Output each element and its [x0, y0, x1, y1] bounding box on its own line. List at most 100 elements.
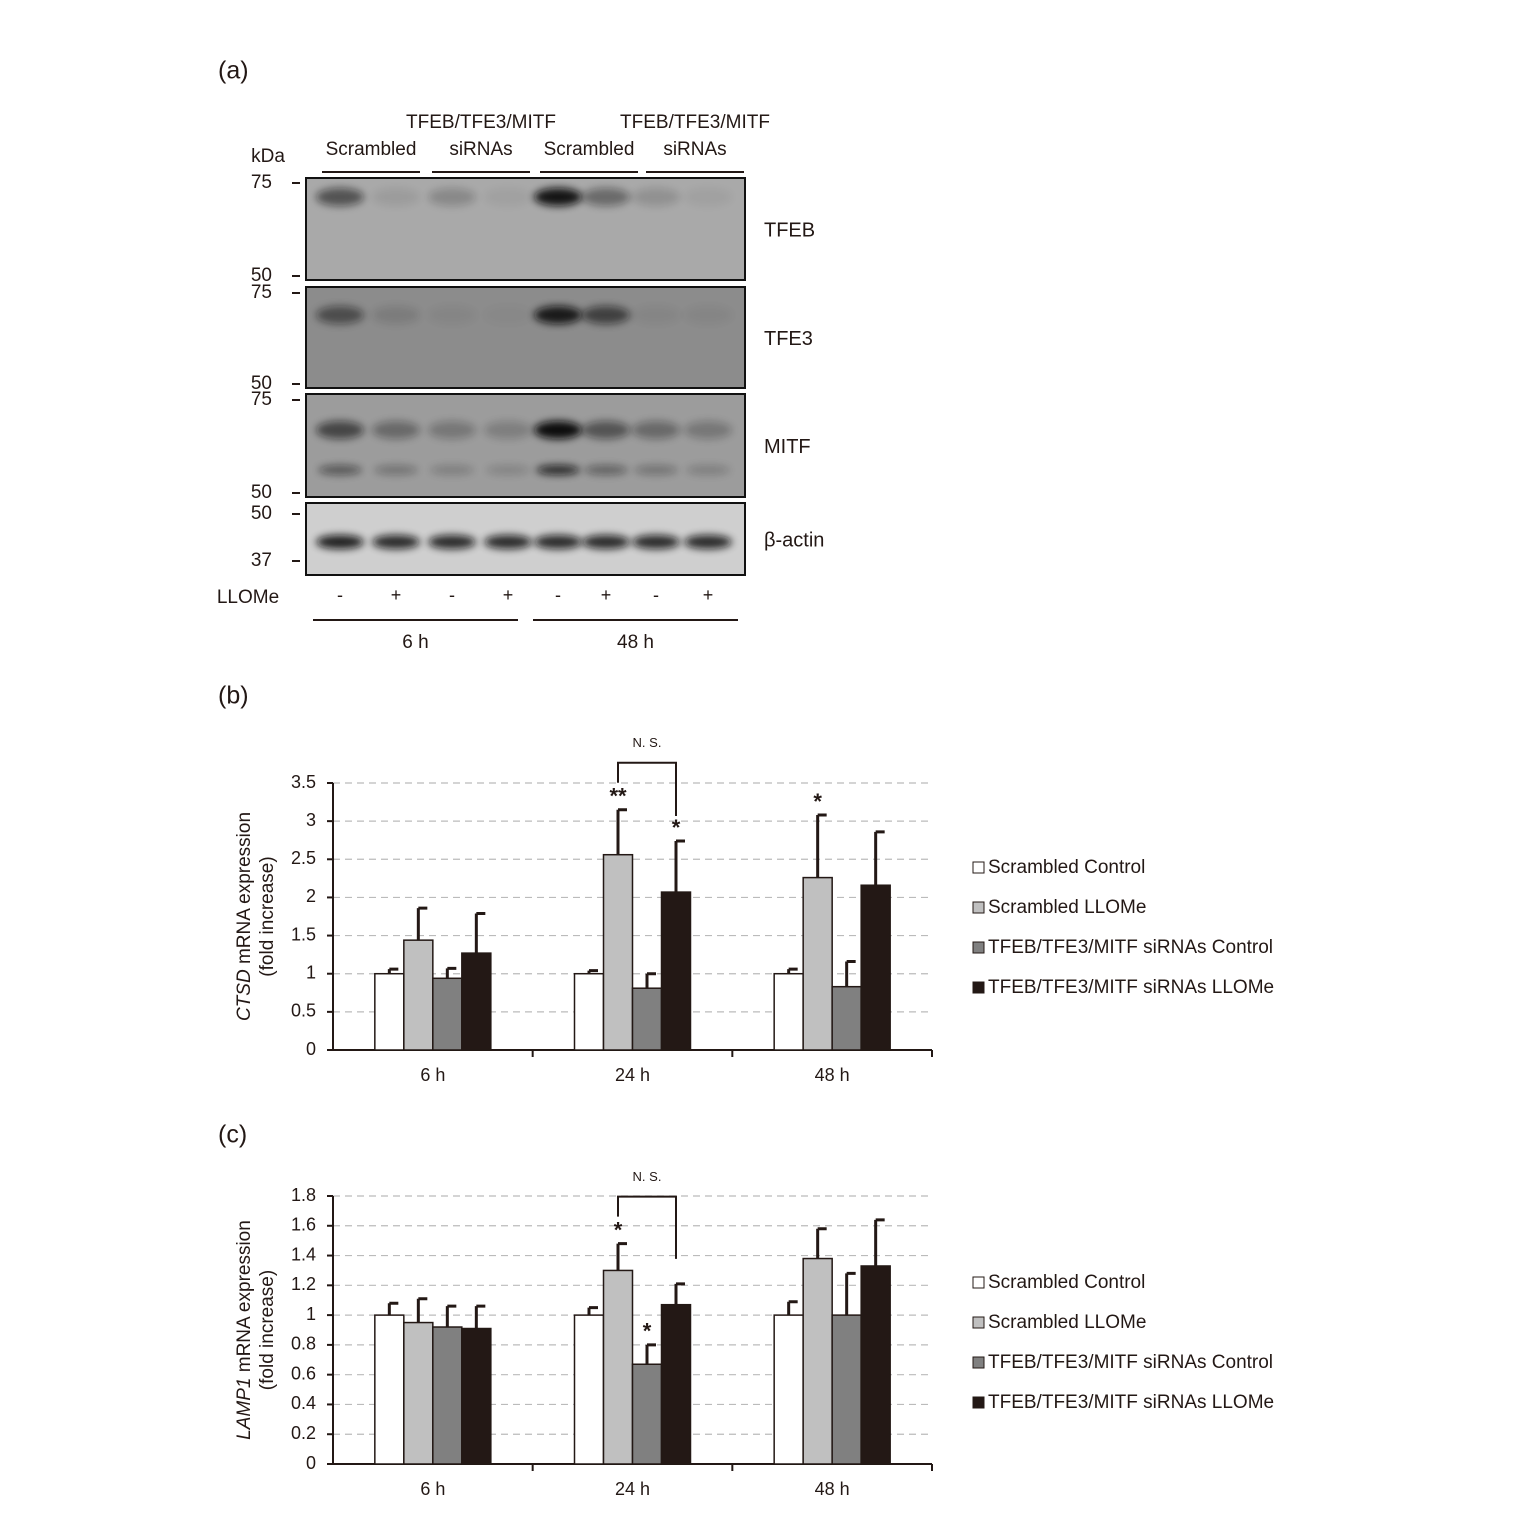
- y-axis-label: (fold increase): [257, 1270, 278, 1390]
- legend-label: Scrambled LLOMe: [988, 1312, 1146, 1333]
- y-axis-label-text: mRNA expression: [234, 1220, 255, 1377]
- blot-membrane: [305, 286, 746, 389]
- y-tick-label: 1.2: [291, 1274, 316, 1294]
- y-tick-label: 3.5: [291, 772, 316, 792]
- blot-band: [428, 306, 476, 324]
- group-label: TFEB/TFE3/MITF: [620, 112, 770, 133]
- time-label: 6 h: [402, 632, 428, 653]
- legend-swatch: [972, 1316, 985, 1329]
- error-bar: [645, 1343, 656, 1365]
- bracket-label: N. S.: [633, 1169, 662, 1184]
- blot-band: [684, 421, 732, 439]
- blot-band: [374, 465, 418, 475]
- marker-label: 50: [251, 503, 272, 524]
- row-label: TFEB: [764, 219, 815, 241]
- bar: [602, 1269, 634, 1465]
- blot-band: [428, 188, 476, 206]
- x-tick-label: 24 h: [615, 1065, 650, 1085]
- marker-label: 75: [251, 282, 272, 303]
- y-axis-label: (fold increase): [257, 856, 278, 976]
- error-bar: [387, 967, 399, 974]
- y-tick-label: 3: [306, 810, 316, 830]
- marker-label: 50: [251, 482, 272, 503]
- legend-swatch: [972, 1356, 985, 1369]
- blot-band: [684, 306, 732, 324]
- error-bar: [474, 1304, 486, 1329]
- blot-band: [372, 535, 420, 549]
- error-bar: [616, 808, 627, 855]
- y-axis-label-text: mRNA expression: [234, 812, 255, 969]
- x-tick-label: 24 h: [615, 1479, 650, 1499]
- bracket: [617, 761, 677, 816]
- blot-band: [428, 535, 476, 549]
- blot-band: [372, 421, 420, 439]
- blot-band: [372, 188, 420, 206]
- y-tick-label: 0: [306, 1039, 316, 1059]
- blot-band: [582, 421, 630, 439]
- blot-band: [534, 306, 582, 324]
- bracket: [617, 1195, 677, 1259]
- blot-band: [318, 465, 362, 475]
- bar: [573, 1314, 605, 1465]
- error-bar: [416, 906, 428, 941]
- legend-label: TFEB/TFE3/MITF siRNAs Control: [988, 1352, 1273, 1373]
- bar: [374, 1314, 405, 1465]
- kda-label: kDa: [251, 146, 285, 167]
- x-tick-label: 6 h: [420, 1065, 445, 1085]
- group-label: TFEB/TFE3/MITF: [406, 112, 556, 133]
- bar: [602, 853, 634, 1051]
- bar: [374, 972, 405, 1051]
- blot-band: [534, 421, 582, 439]
- bar: [802, 1257, 833, 1465]
- y-axis-gene: LAMP1: [234, 1378, 255, 1440]
- error-bar: [787, 967, 798, 974]
- marker-label: 75: [251, 172, 272, 193]
- blot-band: [316, 188, 364, 206]
- blot-band: [632, 421, 680, 439]
- y-tick-label: 1.5: [291, 924, 316, 944]
- legend-label: Scrambled LLOMe: [988, 897, 1146, 918]
- blot-band: [372, 306, 420, 324]
- treatment-sign: -: [555, 585, 561, 605]
- legend-label: TFEB/TFE3/MITF siRNAs LLOMe: [988, 977, 1274, 998]
- marker-label: 75: [251, 389, 272, 410]
- bar: [660, 891, 692, 1051]
- blot-band: [536, 465, 580, 475]
- bar: [432, 977, 463, 1051]
- blot-band: [684, 535, 732, 549]
- significance-mark: **: [609, 784, 627, 809]
- significance-mark: *: [813, 789, 822, 814]
- error-bar: [816, 813, 827, 878]
- bar: [631, 1363, 663, 1465]
- blot-band: [430, 465, 474, 475]
- bar: [802, 876, 833, 1051]
- blot-band: [484, 188, 532, 206]
- y-axis-gene: CTSD: [234, 969, 255, 1021]
- blot-band: [484, 306, 532, 324]
- blot-band: [582, 535, 630, 549]
- legend-swatch: [972, 1276, 985, 1289]
- blot-band: [632, 535, 680, 549]
- error-bar: [674, 1282, 685, 1305]
- blot-band: [316, 421, 364, 439]
- legend-swatch: [972, 901, 985, 914]
- error-bar: [874, 830, 885, 886]
- y-tick-label: 0.6: [291, 1363, 316, 1383]
- error-bar: [616, 1242, 627, 1271]
- x-tick-label: 48 h: [815, 1479, 850, 1499]
- legend-swatch: [972, 981, 985, 994]
- bar: [403, 939, 434, 1051]
- y-tick-label: 1: [306, 962, 316, 982]
- blot-band: [684, 188, 732, 206]
- treatment-sign: +: [601, 585, 612, 605]
- bar: [773, 1314, 804, 1465]
- error-bar: [416, 1297, 428, 1323]
- error-bar: [845, 960, 856, 987]
- y-tick-label: 0.4: [291, 1393, 316, 1413]
- treatment-sign: +: [391, 585, 402, 605]
- treatment-sign: +: [703, 585, 714, 605]
- y-tick-label: 0.5: [291, 1001, 316, 1021]
- error-bar: [787, 1300, 798, 1316]
- y-tick-label: 1.6: [291, 1215, 316, 1235]
